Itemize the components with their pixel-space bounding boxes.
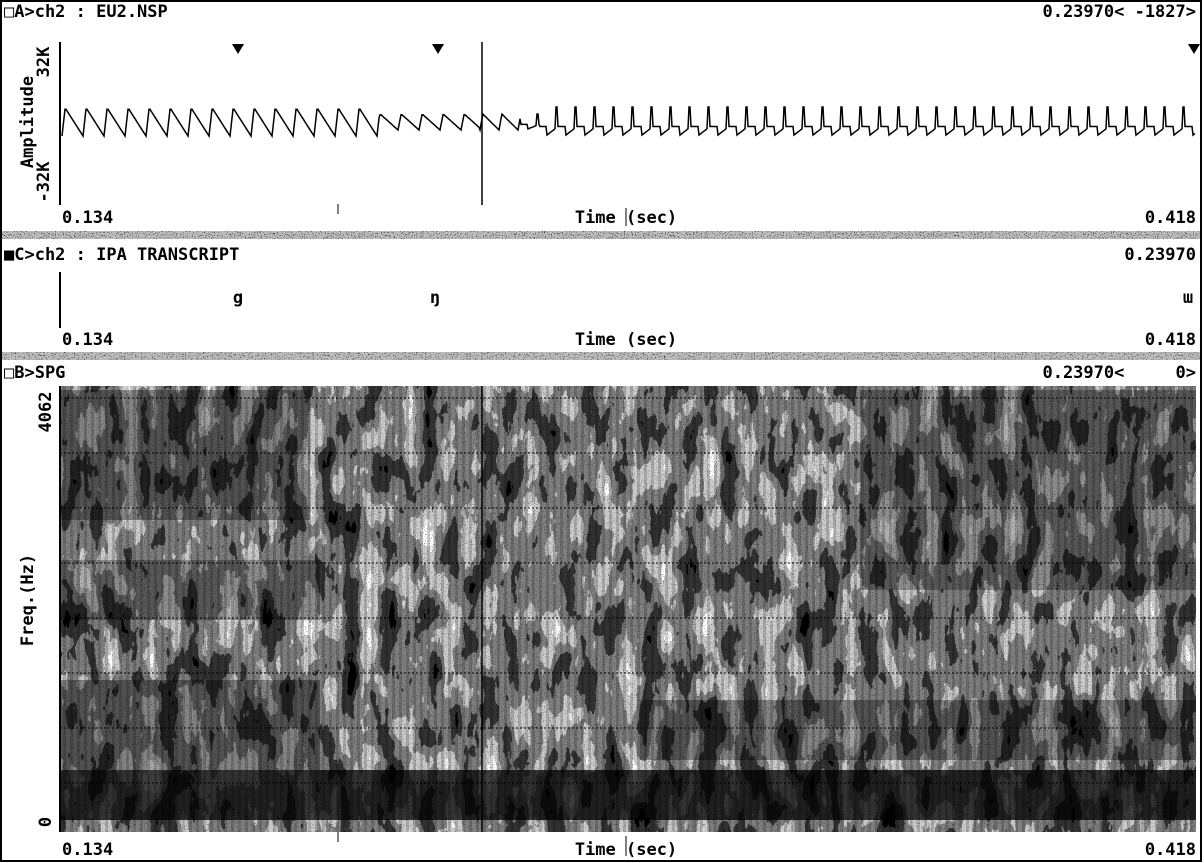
formant-region <box>60 680 320 770</box>
y-tick-label: 0 <box>36 817 56 827</box>
x-axis-label: Time (sec) <box>575 330 677 350</box>
panel-header: □A>ch2 : EU2.NSP <box>4 2 168 22</box>
panel-header: ■C>ch2 : IPA TRANSCRIPT <box>4 245 239 265</box>
x-start-label: 0.134 <box>62 330 113 350</box>
cursor-readout: 0.23970< -1827> <box>1042 2 1196 22</box>
panel-header: □B>SPG <box>4 363 65 383</box>
y-axis-label: Freq.(Hz) <box>18 554 38 646</box>
cursor-readout: 0.23970 <box>1124 245 1196 265</box>
y-axis-label: Amplitude <box>18 76 38 168</box>
x-end-label: 0.418 <box>1145 330 1196 350</box>
formant-region <box>640 700 1196 760</box>
cursor-readout: 0.23970< 0> <box>1042 363 1196 383</box>
phone-label: ɯ <box>1183 288 1193 308</box>
formant-region <box>60 560 320 620</box>
panel-divider-texture <box>2 231 1200 239</box>
waveform-panel: □A>ch2 : EU2.NSP 0.23970< -1827> Amplitu… <box>4 2 1200 228</box>
spectrogram-panel: □B>SPG 0.23970< 0> Freq.(Hz) 4062 0 0.13… <box>4 363 1196 860</box>
x-axis-label: Time (sec) <box>575 840 677 860</box>
transcript-panel: ■C>ch2 : IPA TRANSCRIPT 0.23970 g ŋ ɯ 0.… <box>4 245 1196 350</box>
formant-region <box>60 390 310 520</box>
formant-region <box>860 390 1196 590</box>
x-axis-label: Time (sec) <box>575 208 677 228</box>
x-end-label: 0.418 <box>1145 840 1196 860</box>
phone-label: g <box>233 288 243 308</box>
phone-label: ŋ <box>430 288 440 308</box>
y-tick-label: 32K <box>34 46 54 77</box>
panel-divider-texture <box>2 352 1200 360</box>
x-start-label: 0.134 <box>62 208 113 228</box>
x-start-label: 0.134 <box>62 840 113 860</box>
voicing-bar <box>60 770 1196 820</box>
spectrogram-striations <box>60 386 1196 832</box>
spectrogram <box>60 386 1196 832</box>
marker <box>232 44 1200 54</box>
waveform <box>61 106 1196 139</box>
y-tick-label: -32K <box>34 161 54 203</box>
y-tick-label: 4062 <box>36 392 56 433</box>
x-end-label: 0.418 <box>1145 208 1196 228</box>
